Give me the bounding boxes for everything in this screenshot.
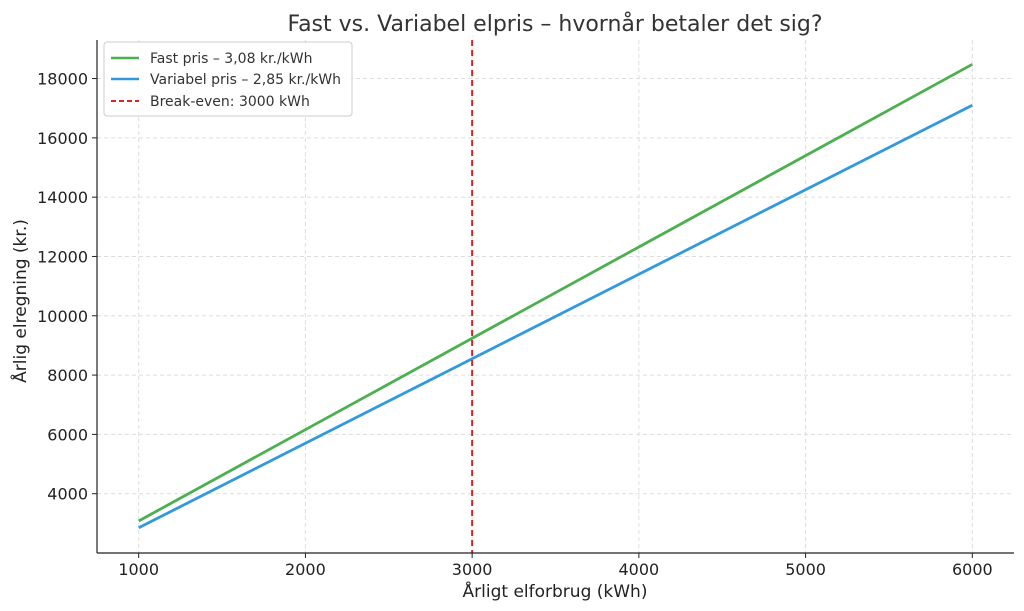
chart-title: Fast vs. Variabel elpris – hvornår betal… (287, 11, 822, 37)
x-tick-label: 6000 (952, 560, 993, 579)
legend-label-fast: Fast pris – 3,08 kr./kWh (150, 51, 313, 67)
x-tick-label: 5000 (785, 560, 826, 579)
x-tick-label: 2000 (285, 560, 326, 579)
x-ticks: 1000 2000 3000 4000 5000 6000 (118, 553, 993, 579)
series-line-0 (138, 63, 973, 523)
legend-label-variable: Variabel pris – 2,85 kr./kWh (150, 72, 341, 88)
legend-label-break-even: Break-even: 3000 kWh (150, 94, 310, 110)
y-tick-label: 14000 (37, 188, 88, 207)
x-axis-label: Årligt elforbrug (kWh) (463, 580, 648, 602)
legend-box (103, 41, 353, 117)
series-line-1 (138, 103, 973, 530)
legend: Fast pris – 3,08 kr./kWh Variabel pris –… (103, 41, 353, 117)
y-tick-label: 4000 (47, 485, 88, 504)
y-ticks: 4000 6000 8000 10000 12000 14000 16000 18000 (37, 70, 97, 504)
y-axis-label: Årlig elregning (kr.) (9, 219, 31, 383)
y-tick-label: 18000 (37, 70, 88, 89)
y-tick-label: 16000 (37, 129, 88, 148)
y-tick-label: 8000 (47, 366, 88, 385)
x-tick-label: 1000 (118, 560, 159, 579)
y-tick-label: 6000 (47, 425, 88, 444)
x-tick-label: 4000 (619, 560, 660, 579)
series-layer (138, 40, 973, 553)
y-tick-label: 12000 (37, 247, 88, 266)
axes (96, 40, 1014, 554)
y-tick-label: 10000 (37, 307, 88, 326)
x-tick-label: 3000 (452, 560, 493, 579)
